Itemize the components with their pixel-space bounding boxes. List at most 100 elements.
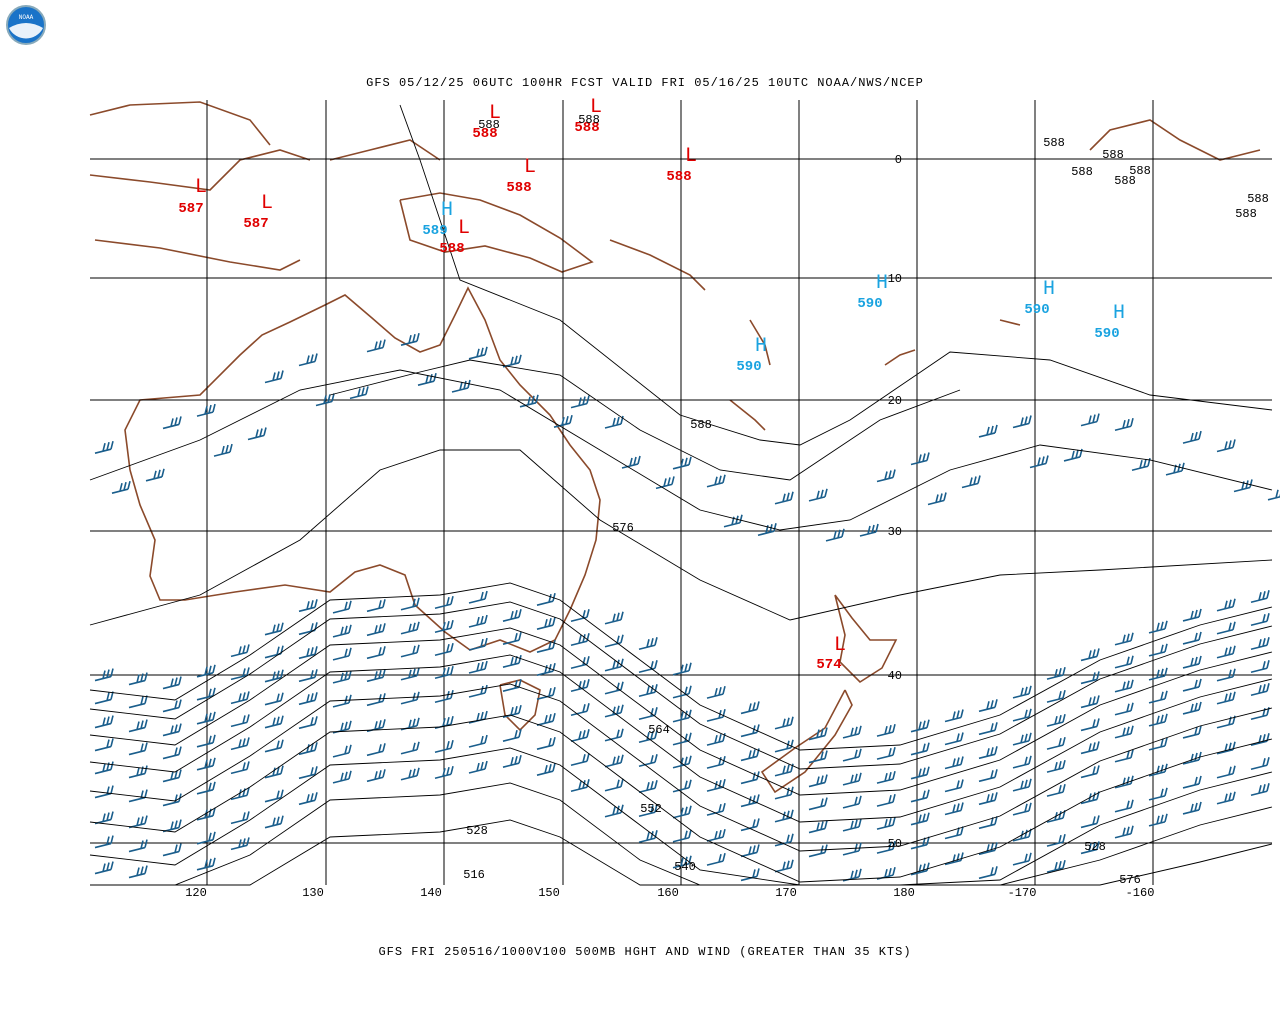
wind-barb: [264, 622, 284, 636]
wind-barb: [774, 716, 794, 730]
wind-barb: [944, 732, 964, 746]
wind-barb: [740, 868, 760, 882]
wind-barb: [196, 757, 216, 771]
wind-barb: [230, 787, 250, 801]
map-caption: GFS FRI 250516/1000V100 500MB HGHT AND W…: [378, 945, 911, 959]
wind-barb: [1148, 620, 1168, 634]
coastline: [999, 319, 1021, 326]
wind-barb: [230, 761, 250, 775]
wind-barb: [604, 681, 624, 695]
contour-label: 588: [1247, 192, 1269, 206]
wind-barb: [842, 748, 862, 762]
wind-barb: [1216, 791, 1236, 805]
wind-barb: [264, 669, 284, 683]
wind-barb: [502, 755, 522, 768]
wind-barb: [400, 767, 420, 781]
center-symbol: H: [755, 335, 767, 358]
wind-barb: [400, 333, 420, 346]
wind-barb: [1148, 787, 1168, 801]
wind-barb: [230, 714, 250, 728]
wind-barb: [1250, 783, 1270, 797]
wind-barb: [910, 742, 930, 756]
contour-label: 588: [1043, 136, 1065, 150]
wind-barb: [927, 492, 947, 506]
wind-barb: [876, 469, 896, 483]
logo-text: NOAA: [19, 14, 34, 21]
wind-barb: [1216, 765, 1236, 779]
wind-barb: [978, 866, 998, 880]
wind-barb: [162, 843, 182, 857]
wind-barb: [264, 370, 284, 384]
wind-barb: [604, 754, 624, 768]
wind-barb: [978, 792, 998, 806]
wind-barb: [400, 717, 420, 731]
contour-label: 588: [478, 118, 500, 132]
wind-barb: [1046, 859, 1066, 873]
wind-barb: [332, 744, 352, 758]
wind-barb: [570, 656, 590, 670]
wind-barb: [910, 766, 930, 780]
map-title: GFS 05/12/25 06UTC 100HR FCST VALID FRI …: [366, 76, 924, 90]
wind-barb: [1046, 666, 1066, 680]
wind-barb: [672, 732, 692, 746]
wind-barb: [876, 816, 896, 830]
wind-barb: [1080, 695, 1100, 709]
wind-barb: [978, 769, 998, 783]
wind-barb: [230, 691, 250, 705]
contour: [90, 819, 1273, 886]
wind-barb: [468, 760, 488, 774]
contour-label: 588: [690, 418, 712, 432]
wind-barb: [502, 632, 522, 645]
wind-barb: [1182, 655, 1202, 669]
wind-barb: [1182, 678, 1202, 692]
wind-barb: [298, 646, 318, 660]
wind-barb: [638, 830, 658, 844]
center-value: 574: [816, 657, 841, 673]
wind-barb: [604, 778, 624, 792]
wind-barb: [502, 729, 522, 742]
wind-barb: [264, 765, 284, 779]
wind-barb: [1182, 608, 1202, 622]
wind-barb: [128, 839, 148, 853]
wind-barb: [570, 395, 590, 409]
wind-barb: [366, 719, 386, 733]
contour-label: 528: [466, 824, 488, 838]
contour-564: [89, 627, 1273, 796]
center-value: 587: [178, 201, 203, 217]
wind-barb: [434, 643, 454, 657]
wind-barb: [638, 637, 658, 651]
wind-barb: [774, 809, 794, 823]
wind-barb: [94, 440, 114, 454]
wind-barb: [1250, 683, 1270, 697]
wind-barb: [1012, 802, 1032, 816]
wind-barb: [162, 723, 182, 737]
wind-barb: [536, 592, 556, 606]
wind-barb: [1046, 736, 1066, 750]
wind-barb: [1012, 778, 1032, 792]
wind-barb: [672, 855, 692, 869]
wind-barb: [468, 590, 488, 604]
wind-barb: [196, 687, 216, 701]
coastline: [89, 101, 271, 146]
center-value: 587: [243, 216, 268, 232]
contour-label: 576: [612, 521, 634, 535]
wind-barb: [434, 766, 454, 780]
wind-barb: [842, 868, 862, 882]
wind-barb: [1182, 725, 1202, 739]
wind-barb: [434, 620, 454, 634]
wind-barb: [961, 475, 981, 489]
contour-label: 588: [1071, 165, 1093, 179]
wind-barb: [1046, 713, 1066, 727]
wind-barb: [434, 596, 454, 610]
wind-barb: [196, 734, 216, 748]
wind-barb: [536, 616, 556, 630]
wind-barb: [145, 468, 165, 482]
center-symbol: L: [524, 156, 536, 179]
wind-barb: [553, 415, 573, 428]
wind-barb: [842, 772, 862, 786]
wind-barb: [1012, 732, 1032, 746]
wind-barb: [1046, 689, 1066, 703]
contour: [89, 582, 1273, 751]
